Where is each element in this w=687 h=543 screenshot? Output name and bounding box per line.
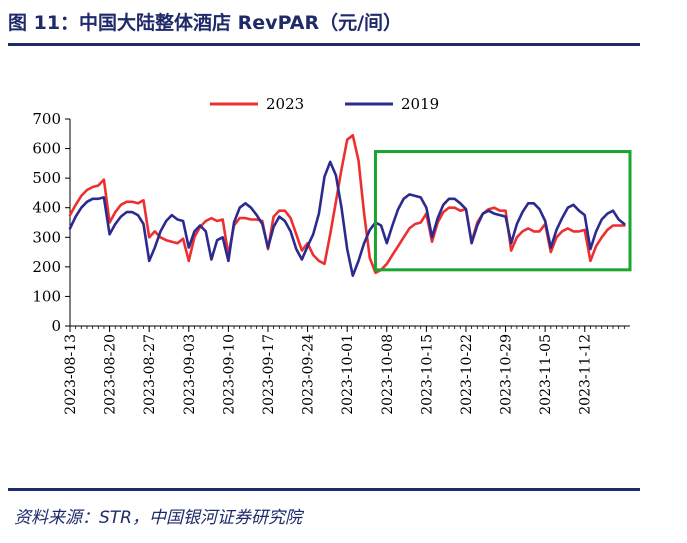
source-note: 资料来源：STR，中国银河证券研究院 bbox=[14, 508, 302, 528]
legend-label-2019: 2019 bbox=[401, 95, 439, 113]
x-tick-label: 2023-09-24 bbox=[301, 334, 317, 415]
highlight-layer bbox=[373, 150, 632, 272]
source-rule bbox=[8, 488, 640, 491]
y-tick-label: 400 bbox=[32, 199, 61, 217]
figure-title: 图 11：中国大陆整体酒店 RevPAR（元/间） bbox=[8, 12, 403, 34]
y-tick-label: 200 bbox=[32, 258, 61, 276]
series-line-2019 bbox=[68, 160, 626, 278]
y-tick-label: 0 bbox=[51, 317, 61, 335]
legend-label-2023: 2023 bbox=[266, 95, 304, 113]
x-tick-label: 2023-10-22 bbox=[459, 334, 475, 415]
title-rule bbox=[8, 43, 640, 46]
chart-series bbox=[68, 134, 626, 278]
x-tick-label: 2023-10-01 bbox=[340, 334, 356, 415]
x-tick-label: 2023-09-03 bbox=[182, 334, 198, 415]
x-tick-label: 2023-11-05 bbox=[538, 334, 554, 415]
y-tick-label: 600 bbox=[32, 140, 61, 158]
x-tick-label: 2023-10-29 bbox=[499, 334, 515, 415]
y-tick-label: 700 bbox=[32, 110, 61, 128]
x-tick-label: 2023-10-08 bbox=[380, 334, 396, 415]
x-tick-label: 2023-09-17 bbox=[261, 334, 277, 415]
x-tick-label: 2023-09-10 bbox=[221, 334, 237, 415]
y-tick-label: 300 bbox=[32, 228, 61, 246]
x-tick-label: 2023-11-12 bbox=[578, 334, 594, 415]
x-tick-label: 2023-10-15 bbox=[419, 334, 435, 415]
chart-legend: 2023 2019 bbox=[210, 95, 439, 113]
x-tick-label: 2023-08-20 bbox=[103, 334, 119, 415]
x-tick-label: 2023-08-27 bbox=[142, 334, 158, 415]
highlight-box bbox=[373, 150, 632, 272]
chart-axes: 0 100 200 300 400 500 600 700 2023-08-13 2023-08-… bbox=[32, 110, 630, 415]
revpar-line-chart: 0 100 200 300 400 500 600 700 2023-08-13 2023-08-… bbox=[32, 95, 632, 415]
y-tick-label: 500 bbox=[32, 169, 61, 187]
y-tick-label: 100 bbox=[32, 287, 61, 305]
x-tick-label: 2023-08-13 bbox=[63, 334, 79, 415]
series-line-2023 bbox=[68, 134, 626, 275]
